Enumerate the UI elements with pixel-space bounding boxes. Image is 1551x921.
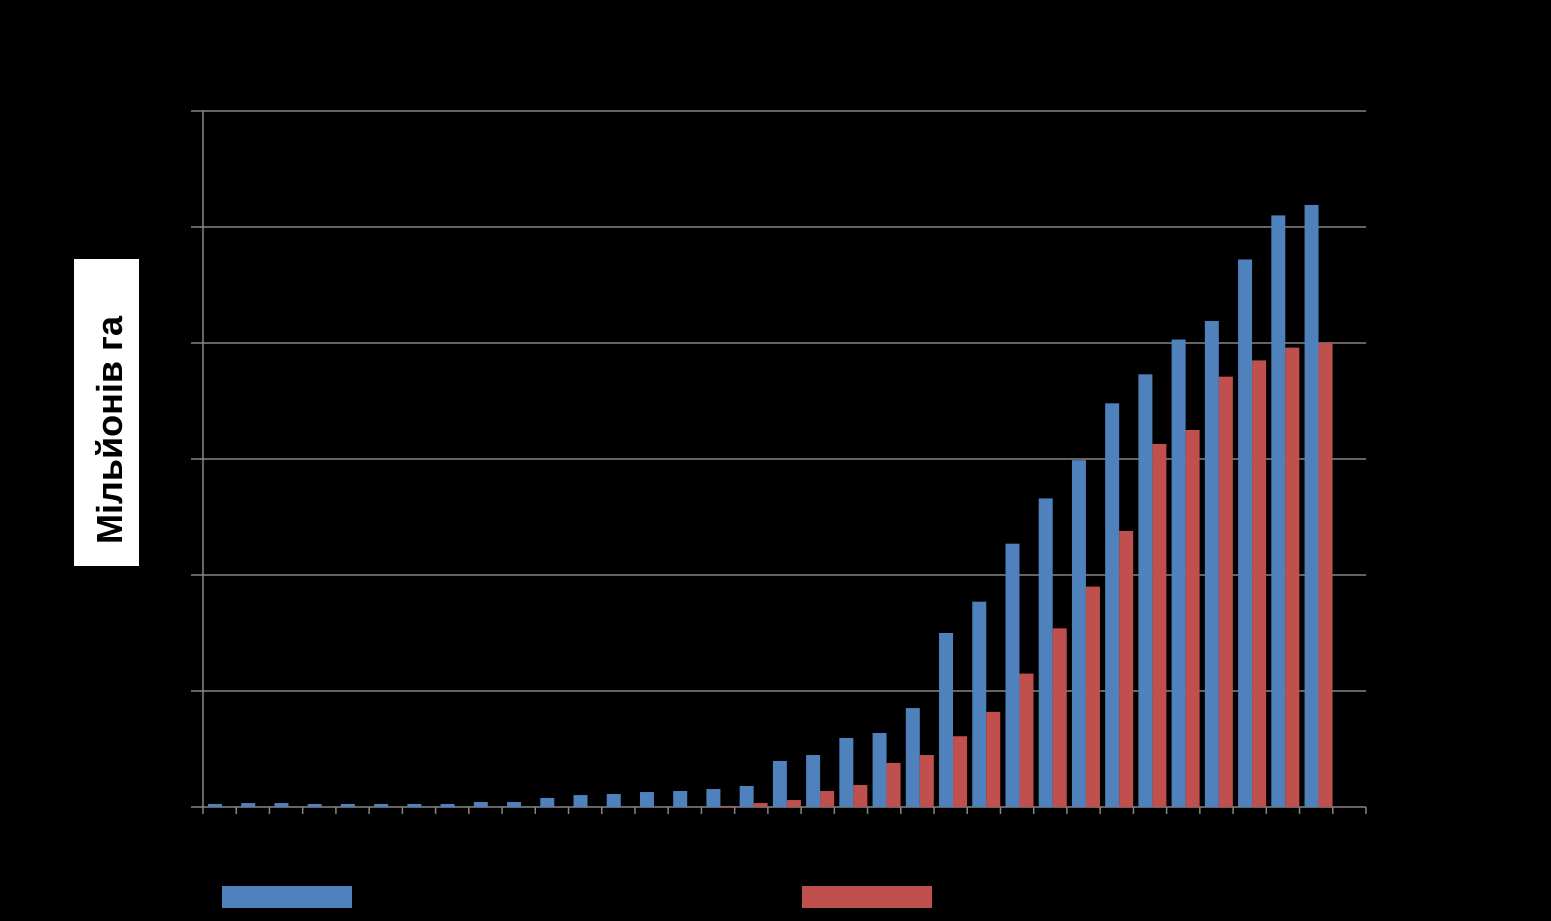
- bar: [241, 803, 256, 807]
- bar: [820, 790, 835, 807]
- bar: [753, 803, 768, 807]
- bar: [573, 795, 588, 807]
- bar: [407, 803, 422, 807]
- bar: [440, 803, 455, 807]
- bar: [919, 755, 934, 807]
- bar: [1185, 430, 1200, 807]
- bar: [872, 732, 887, 807]
- bar: [639, 792, 654, 807]
- bar: [673, 790, 688, 807]
- bar: [540, 797, 555, 807]
- bar: [208, 803, 222, 807]
- bar: [806, 755, 821, 807]
- bar: [720, 805, 735, 807]
- bar: [853, 784, 868, 807]
- bar: [786, 800, 801, 807]
- bar: [1318, 343, 1333, 807]
- bar: [939, 633, 954, 807]
- bar: [905, 708, 920, 807]
- bar: [473, 802, 488, 807]
- bar: [886, 762, 901, 807]
- bar: [986, 711, 1001, 807]
- legend-swatch: [222, 886, 352, 908]
- bar: [1304, 204, 1319, 807]
- bar: [1005, 543, 1020, 807]
- bar: [1252, 360, 1267, 807]
- y-axis-label: Мільйонів га: [89, 315, 130, 544]
- bar: [1052, 628, 1067, 807]
- bar: [972, 601, 987, 807]
- bar: [606, 794, 621, 807]
- legend-swatch: [802, 886, 932, 908]
- bar: [1071, 460, 1086, 807]
- bar: [839, 737, 854, 807]
- bar: [1152, 443, 1167, 807]
- bar: [1019, 673, 1034, 807]
- bar: [706, 789, 721, 807]
- bar: [1271, 215, 1286, 807]
- bar: [1238, 259, 1253, 808]
- bar: [953, 736, 968, 807]
- bar: [1138, 374, 1153, 807]
- bar: [1218, 376, 1233, 807]
- bar: [739, 786, 754, 807]
- bar: [1285, 347, 1300, 807]
- bar: [340, 803, 355, 807]
- bar: [1171, 339, 1186, 807]
- bar: [1204, 320, 1219, 807]
- bar: [772, 760, 787, 807]
- bar: [307, 803, 322, 807]
- y-label-box: [74, 259, 139, 566]
- bar: [507, 802, 522, 807]
- bar: [274, 803, 289, 807]
- bar: [1105, 403, 1120, 807]
- bar: [1119, 530, 1134, 807]
- bar: [374, 803, 389, 807]
- bar: [1038, 498, 1053, 807]
- bar: [1085, 586, 1100, 807]
